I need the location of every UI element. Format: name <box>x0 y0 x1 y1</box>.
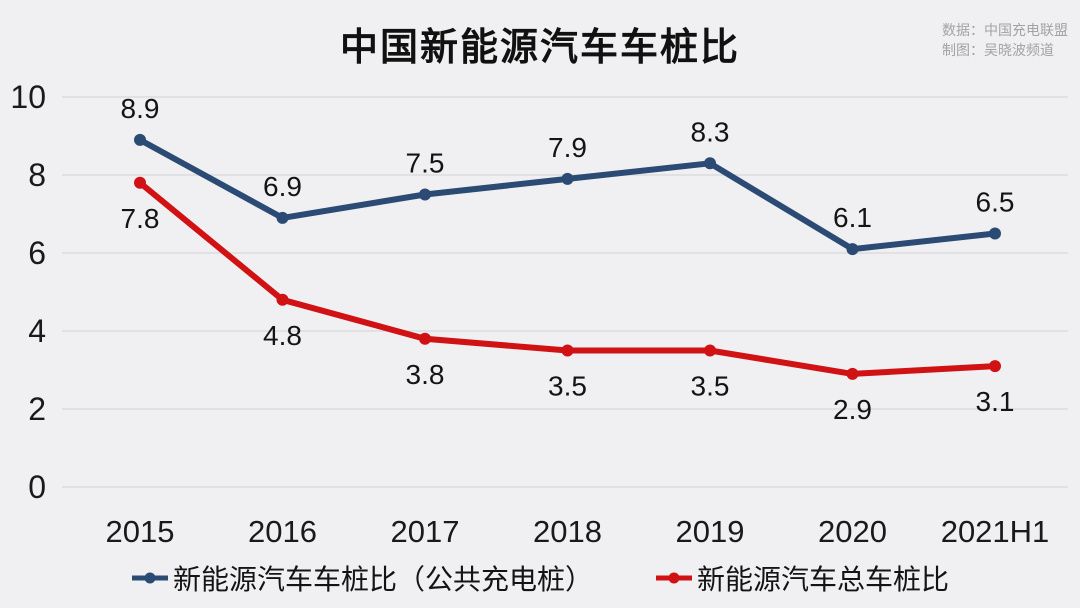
data-point <box>134 176 146 189</box>
data-point <box>419 332 431 345</box>
data-point-label: 6.5 <box>976 187 1015 218</box>
data-point-label: 7.5 <box>406 148 445 179</box>
y-axis-label: 4 <box>28 313 46 349</box>
data-point <box>561 172 574 185</box>
x-axis-label: 2017 <box>391 514 460 549</box>
data-point-label: 3.5 <box>691 371 730 402</box>
x-axis-label: 2019 <box>676 514 745 549</box>
data-point-label: 8.9 <box>121 93 160 124</box>
data-point <box>276 293 289 306</box>
data-point <box>989 227 1001 240</box>
legend-item-public-pile-ratio: 新能源汽车车桩比（公共充电桩） <box>131 558 593 598</box>
data-point-label: 2.9 <box>833 394 872 425</box>
chart-legend: 新能源汽车车桩比（公共充电桩） 新能源汽车总车桩比 <box>0 558 1080 598</box>
data-point-label: 7.8 <box>121 203 160 234</box>
y-axis-label: 6 <box>28 235 46 271</box>
x-axis-label: 2018 <box>533 514 602 549</box>
legend-item-total-pile-ratio: 新能源汽车总车桩比 <box>655 558 949 598</box>
x-axis-label: 2021H1 <box>941 514 1050 549</box>
source-data-credit: 数据：中国充电联盟 <box>942 22 1068 38</box>
chart-title: 中国新能源汽车车桩比 <box>339 27 740 69</box>
data-point <box>134 133 146 146</box>
data-point-label: 8.3 <box>691 116 730 147</box>
x-axis-label: 2020 <box>818 514 887 549</box>
data-point-label: 4.8 <box>263 320 302 351</box>
data-point-label: 3.1 <box>976 386 1015 417</box>
data-point <box>276 211 289 224</box>
source-credits: 数据：中国充电联盟 制图：吴晓波频道 <box>942 20 1068 60</box>
x-axis-label: 2015 <box>106 514 175 549</box>
data-point <box>704 344 716 357</box>
legend-label-public-pile-ratio: 新能源汽车车桩比（公共充电桩） <box>172 564 593 595</box>
data-point-label: 3.5 <box>548 371 587 402</box>
y-axis-label: 2 <box>28 391 46 427</box>
data-point <box>704 157 716 170</box>
data-point <box>846 367 859 380</box>
source-author-credit: 制图：吴晓波频道 <box>942 42 1054 58</box>
y-axis-label: 8 <box>28 157 46 193</box>
data-point <box>846 243 859 256</box>
data-point-label: 6.1 <box>833 202 872 233</box>
data-point-label: 7.9 <box>548 132 587 163</box>
y-axis-label: 10 <box>10 79 46 115</box>
data-point-label: 3.8 <box>406 359 445 390</box>
x-axis-label: 2016 <box>248 514 317 549</box>
data-point <box>561 344 574 357</box>
legend-marker-blue-icon <box>131 572 168 584</box>
legend-label-total-pile-ratio: 新能源汽车总车桩比 <box>697 564 950 595</box>
y-axis-label: 0 <box>28 469 46 505</box>
data-point-label: 6.9 <box>263 171 302 202</box>
legend-marker-red-icon <box>656 572 692 584</box>
data-point <box>419 188 431 201</box>
data-point <box>989 360 1001 373</box>
